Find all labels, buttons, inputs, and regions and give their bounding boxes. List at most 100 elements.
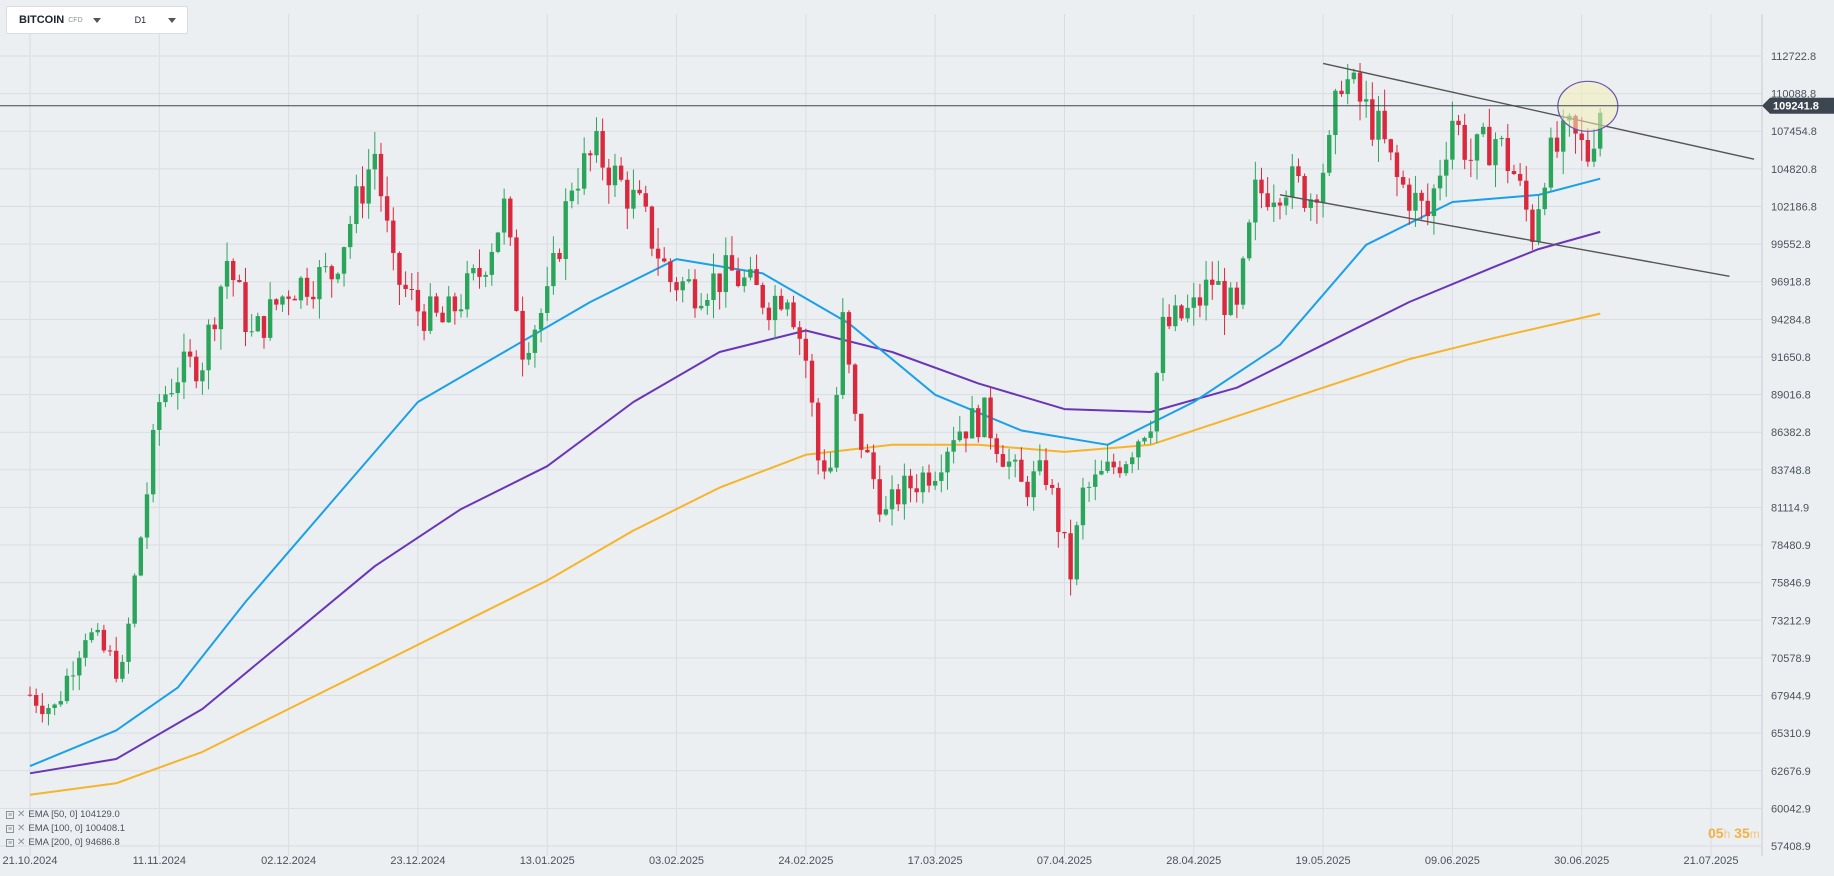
candle-down <box>274 299 279 305</box>
x-tick-label: 28.04.2025 <box>1166 855 1221 867</box>
candle-up <box>1320 172 1326 203</box>
indicator-settings-icon[interactable]: ≡ <box>6 811 14 819</box>
candle-down <box>766 307 772 321</box>
candle-up <box>89 632 94 641</box>
timeframe-label[interactable]: D1 <box>134 15 147 25</box>
candle-up <box>1591 148 1597 162</box>
candle-down <box>557 252 562 259</box>
x-tick-label: 09.06.2025 <box>1425 855 1480 867</box>
candle-up <box>120 661 125 679</box>
candle-down <box>440 312 445 323</box>
candle-down <box>1210 279 1215 285</box>
instrument-type-label: CFD <box>68 16 83 24</box>
candle-down <box>1511 171 1517 174</box>
candle-down <box>311 296 316 300</box>
candle-up <box>840 312 845 395</box>
candle-up <box>501 198 507 233</box>
candle-up <box>1160 316 1166 373</box>
candle-up <box>723 255 728 293</box>
candle-up <box>705 300 710 306</box>
legend-label-ema100: EMA [100, 0] 100408.1 <box>28 823 126 834</box>
candle-down <box>230 260 236 281</box>
remove-indicator-icon[interactable]: ✕ <box>17 837 26 848</box>
candle-down <box>1579 133 1584 141</box>
candle-up <box>1031 471 1036 498</box>
candle-down <box>1259 179 1264 194</box>
candle-up <box>982 397 987 438</box>
indicator-settings-icon[interactable]: ≡ <box>6 839 14 847</box>
candle-up <box>224 260 230 287</box>
candle-up <box>1246 222 1252 259</box>
candle-down <box>809 360 815 403</box>
candle-up <box>1093 474 1098 487</box>
candle-up <box>1363 99 1369 102</box>
symbol-name[interactable]: BITCOIN <box>19 14 65 26</box>
candle-up <box>255 316 261 332</box>
candle-down <box>1382 110 1387 140</box>
candle-up <box>1333 90 1338 136</box>
candle-up <box>1376 110 1381 140</box>
candle-up <box>95 629 100 633</box>
candle-up <box>1561 120 1566 152</box>
x-tick-label: 02.12.2024 <box>261 855 316 867</box>
remove-indicator-icon[interactable]: ✕ <box>17 809 26 820</box>
breakout-highlight-circle <box>1557 80 1619 132</box>
candle-up <box>1253 179 1258 223</box>
candle-down <box>600 131 605 168</box>
candle-up <box>1013 459 1018 462</box>
candle-up <box>1142 437 1147 442</box>
candle-down <box>1585 140 1591 162</box>
candle-down <box>1462 124 1467 160</box>
candle-down <box>1197 297 1203 306</box>
symbol-selector-bar[interactable]: BITCOIN CFD D1 <box>6 6 188 34</box>
candle-down <box>384 196 390 221</box>
y-tick-label: 96918.8 <box>1771 277 1811 289</box>
candle-down <box>1370 99 1375 140</box>
candle-down <box>40 705 45 715</box>
candle-up <box>834 394 839 468</box>
candle-up <box>77 657 82 676</box>
candle-up <box>347 224 353 248</box>
candle-up <box>58 701 63 705</box>
candle-up <box>471 268 476 274</box>
x-tick-label: 07.04.2025 <box>1037 855 1092 867</box>
candle-up <box>341 247 347 274</box>
legend-row-ema200: ≡ ✕ EMA [200, 0] 94686.8 <box>6 836 125 850</box>
timeframe-dropdown-icon[interactable] <box>168 17 177 23</box>
y-tick-label: 57408.9 <box>1771 841 1811 853</box>
candle-up <box>902 475 907 505</box>
candle-up <box>83 640 88 658</box>
candle-up <box>317 267 322 300</box>
candle-down <box>1117 467 1123 474</box>
candle-up <box>932 480 938 486</box>
candle-up <box>70 675 76 677</box>
candle-up <box>1542 187 1547 210</box>
indicator-settings-icon[interactable]: ≡ <box>6 825 14 833</box>
candle-up <box>1413 192 1418 211</box>
ema200-line <box>29 312 1601 796</box>
candle-down <box>1043 460 1049 485</box>
candle-down <box>1339 90 1344 95</box>
candle-down <box>1000 454 1006 467</box>
candle-up <box>748 269 753 278</box>
candle-down <box>421 311 427 331</box>
y-tick-label: 78480.9 <box>1771 540 1811 552</box>
remove-indicator-icon[interactable]: ✕ <box>17 823 26 834</box>
candle-down <box>391 220 396 253</box>
y-tick-label: 94284.8 <box>1771 314 1811 326</box>
candle-down <box>655 248 661 259</box>
candle-down <box>1388 139 1394 153</box>
candle-down <box>1068 533 1073 580</box>
symbol-dropdown-icon[interactable] <box>92 17 101 23</box>
candle-up <box>711 273 716 301</box>
candle-down <box>643 193 648 207</box>
candle-down <box>637 189 642 194</box>
candle-down <box>1277 202 1283 206</box>
candle-down <box>1530 209 1535 242</box>
candle-down <box>865 449 870 453</box>
candle-up <box>372 153 378 170</box>
y-tick-label: 75846.9 <box>1771 578 1811 590</box>
candle-up <box>1271 202 1277 208</box>
